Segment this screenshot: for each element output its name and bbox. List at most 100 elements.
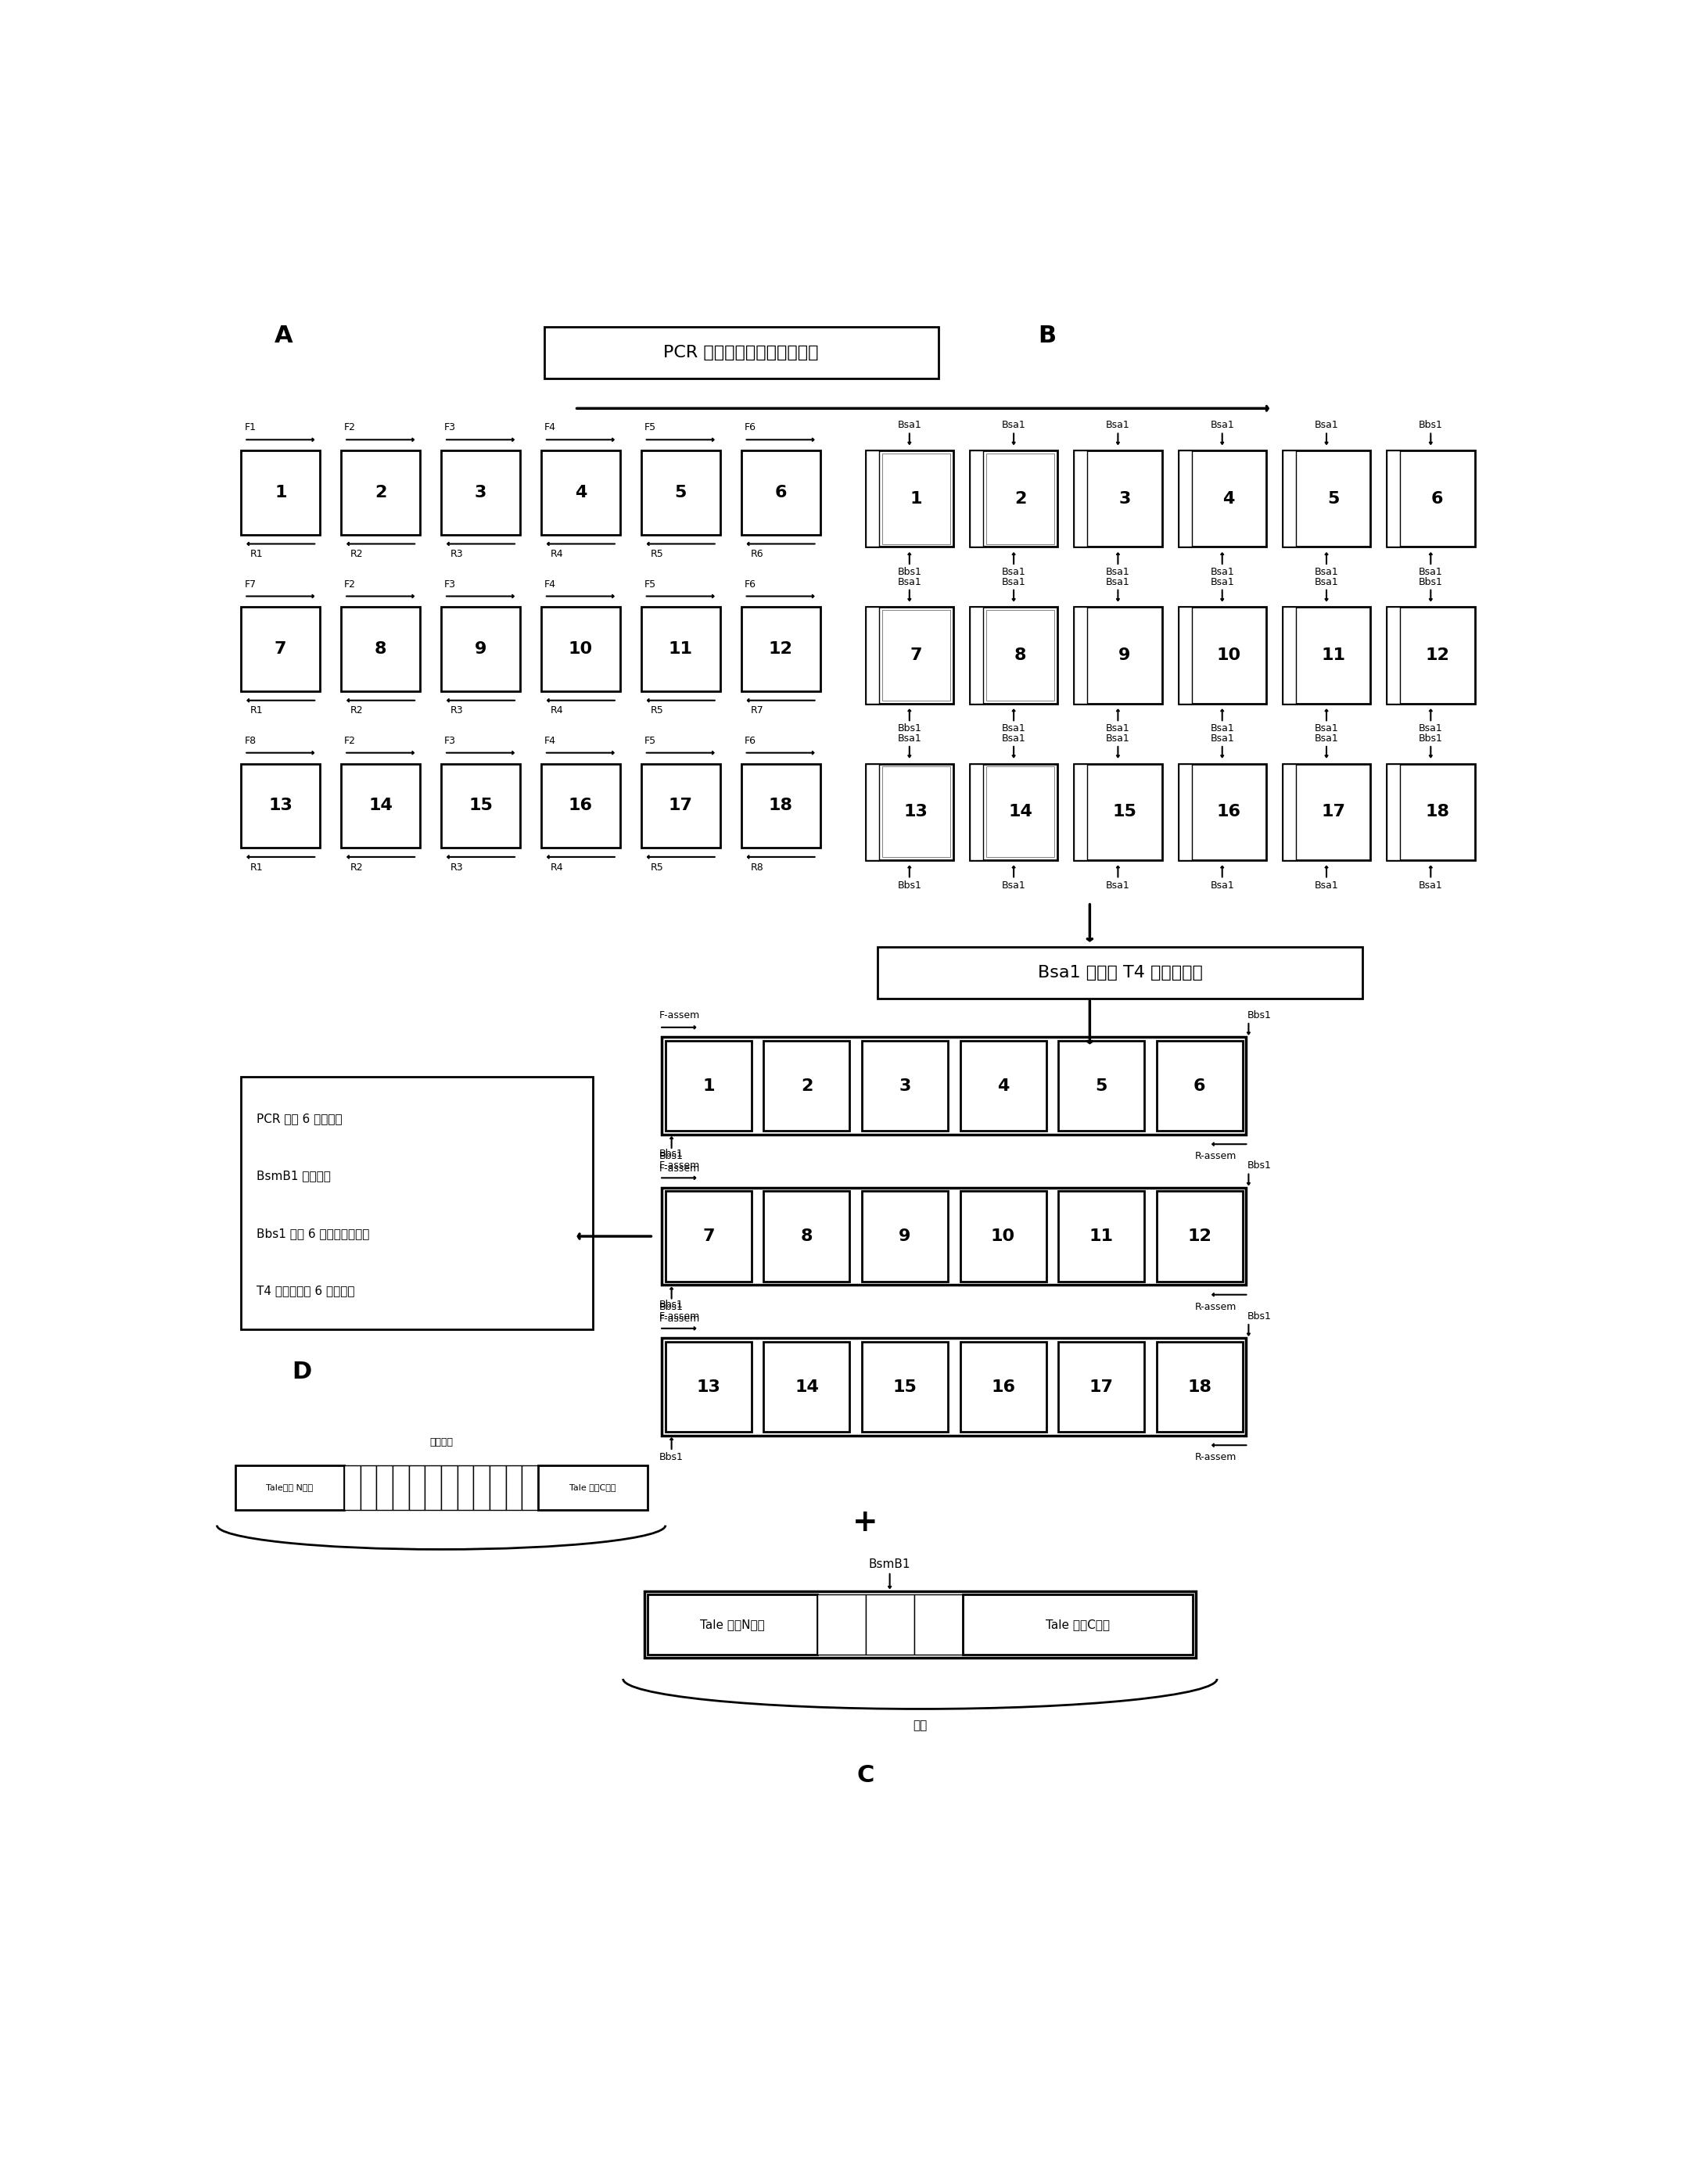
Bar [1075, 450, 1162, 546]
Bar [865, 764, 953, 860]
Bar [960, 1341, 1046, 1433]
Bar [970, 450, 1058, 546]
Text: Bsa1: Bsa1 [1210, 734, 1235, 743]
Text: 18: 18 [1188, 1378, 1211, 1396]
Bar [234, 1465, 344, 1511]
Text: 5: 5 [675, 485, 687, 500]
Text: Bsa1: Bsa1 [1210, 577, 1235, 587]
Bar [361, 1465, 376, 1511]
Bar [1058, 1190, 1144, 1282]
Bar [865, 450, 953, 546]
Bar [817, 1594, 865, 1655]
Bar [474, 1465, 489, 1511]
Text: Bsa1: Bsa1 [1107, 723, 1130, 734]
Text: F5: F5 [644, 579, 656, 590]
Bar [538, 1465, 648, 1511]
Text: 9: 9 [1118, 646, 1130, 664]
Text: Bsa1: Bsa1 [1314, 723, 1338, 734]
Text: F-assem: F-assem [660, 1164, 700, 1173]
Text: F4: F4 [545, 736, 557, 747]
Bar [442, 450, 520, 535]
Text: 9: 9 [899, 1227, 911, 1245]
Text: 1: 1 [909, 491, 923, 507]
Text: R1: R1 [250, 705, 263, 716]
Text: Bbs1: Bbs1 [1247, 1160, 1272, 1171]
Text: F7: F7 [245, 579, 256, 590]
Text: Bsa1: Bsa1 [1419, 880, 1442, 891]
Bar [542, 607, 621, 692]
Text: T4 连接载体与 6 模块片段: T4 连接载体与 6 模块片段 [256, 1284, 354, 1297]
Text: F-assem: F-assem [660, 1315, 700, 1324]
Bar [1387, 607, 1474, 703]
Bar [1157, 1190, 1243, 1282]
Bar [661, 1339, 1247, 1435]
Text: F1: F1 [245, 422, 256, 432]
Text: 18: 18 [769, 797, 793, 815]
Text: Bsa1: Bsa1 [1002, 880, 1026, 891]
Text: 17: 17 [668, 797, 693, 815]
Bar [960, 1040, 1046, 1131]
Bar [1058, 1341, 1144, 1433]
Bar [376, 1465, 393, 1511]
Text: Bbs1: Bbs1 [660, 1151, 683, 1162]
Text: 10: 10 [990, 1227, 1016, 1245]
Text: D: D [292, 1361, 312, 1382]
Text: Bsa1: Bsa1 [1107, 568, 1130, 577]
Bar [1157, 1040, 1243, 1131]
Text: R1: R1 [250, 548, 263, 559]
Text: R-assem: R-assem [1194, 1302, 1237, 1313]
Text: 16: 16 [569, 797, 592, 815]
Text: Bsa1: Bsa1 [1210, 419, 1235, 430]
Text: R6: R6 [751, 548, 763, 559]
Bar [1178, 450, 1191, 546]
Bar [1075, 450, 1088, 546]
Text: 13: 13 [268, 797, 292, 815]
Text: R-assem: R-assem [1194, 1151, 1237, 1162]
Bar [1075, 607, 1088, 703]
Text: F2: F2 [344, 422, 356, 432]
Text: R5: R5 [649, 863, 663, 871]
Bar [741, 764, 820, 847]
Bar [393, 1465, 408, 1511]
Bar [741, 607, 820, 692]
Bar [1387, 607, 1400, 703]
Text: BsmB1: BsmB1 [869, 1559, 911, 1570]
Bar [425, 1465, 442, 1511]
Bar [741, 450, 820, 535]
Bar [665, 1341, 751, 1433]
Bar [1075, 764, 1088, 860]
Text: 7: 7 [702, 1227, 715, 1245]
Text: B: B [1038, 325, 1056, 347]
Bar [661, 1188, 1247, 1284]
Bar [521, 1465, 538, 1511]
Text: Bbs1: Bbs1 [1247, 1011, 1272, 1020]
Bar [764, 1040, 850, 1131]
Text: Tale框架 N末端: Tale框架 N末端 [267, 1483, 314, 1492]
Text: 13: 13 [904, 804, 928, 819]
Text: Bsa1: Bsa1 [1210, 880, 1235, 891]
Text: 12: 12 [769, 642, 793, 657]
Text: F4: F4 [545, 422, 557, 432]
Text: 1: 1 [702, 1079, 715, 1094]
Bar [865, 1594, 914, 1655]
Text: 11: 11 [668, 642, 693, 657]
Text: Bbs1 酶切 6 模块片段，同时: Bbs1 酶切 6 模块片段，同时 [256, 1227, 369, 1238]
Text: F4: F4 [545, 579, 557, 590]
Text: R3: R3 [450, 863, 464, 871]
Text: Bsa1: Bsa1 [1314, 577, 1338, 587]
Text: 14: 14 [368, 797, 393, 815]
Text: 11: 11 [1321, 646, 1345, 664]
Text: Bsa1: Bsa1 [1210, 723, 1235, 734]
Text: +: + [852, 1507, 879, 1538]
Text: Tale 框架C末端: Tale 框架C末端 [570, 1483, 616, 1492]
Bar [1075, 607, 1162, 703]
Text: F8: F8 [245, 736, 256, 747]
Text: 14: 14 [795, 1378, 818, 1396]
Text: R2: R2 [351, 863, 363, 871]
Bar [661, 1037, 1247, 1133]
Text: Tale 框架C末端: Tale 框架C末端 [1046, 1618, 1110, 1631]
Text: A: A [275, 325, 294, 347]
Bar [970, 450, 984, 546]
Text: 17: 17 [1321, 804, 1345, 819]
Text: 5: 5 [1328, 491, 1339, 507]
